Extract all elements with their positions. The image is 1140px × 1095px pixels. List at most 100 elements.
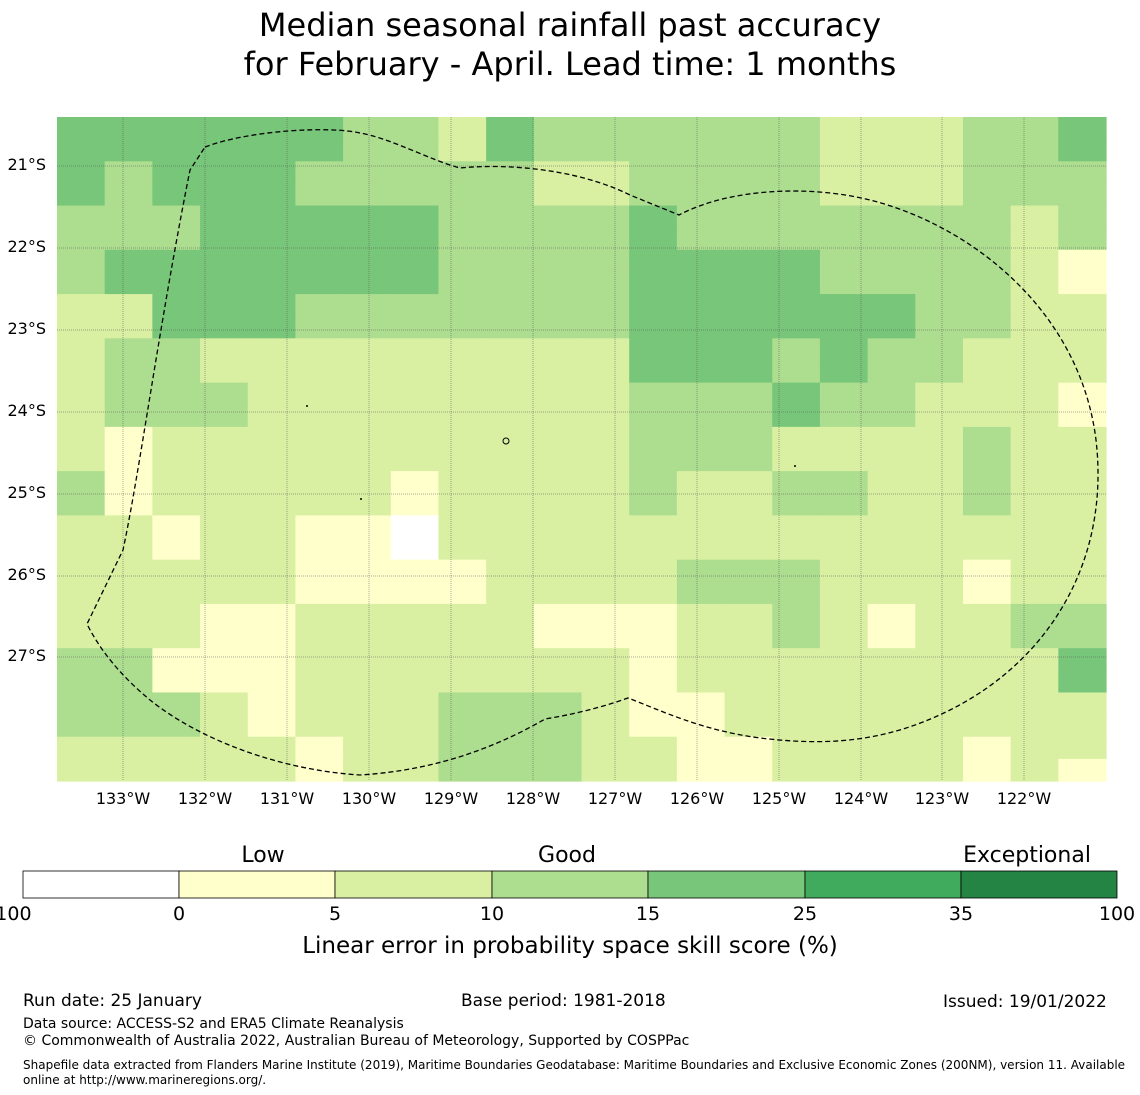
grid-cell	[57, 294, 106, 317]
grid-cell	[247, 404, 297, 428]
grid-cell	[819, 714, 869, 738]
grid-cell	[486, 670, 535, 694]
grid-cell	[676, 648, 726, 671]
lon-label: 126°W	[669, 789, 725, 808]
grid-cell	[486, 249, 535, 273]
grid-cell	[1010, 426, 1059, 450]
lat-label: 24°S	[7, 401, 46, 420]
grid-cell	[1058, 139, 1107, 162]
grid-cell	[819, 559, 869, 583]
grid-cell	[676, 515, 726, 539]
grid-cell	[390, 117, 440, 140]
grid-cell	[915, 758, 964, 782]
grid-cell	[819, 161, 869, 184]
grid-cell	[438, 714, 487, 738]
title-line-2: for February - April. Lead time: 1 month…	[243, 45, 897, 83]
grid-cell	[533, 714, 583, 738]
colorbar-category-good: Good	[538, 843, 596, 868]
grid-cell	[772, 426, 821, 450]
grid-cell	[152, 205, 201, 229]
grid-cell	[438, 117, 487, 140]
grid-cell	[57, 471, 106, 494]
grid-cell	[533, 559, 583, 583]
grid-cell	[772, 581, 821, 605]
grid-cell	[1058, 316, 1107, 339]
grid-cell	[867, 493, 916, 516]
lon-label: 123°W	[914, 789, 970, 808]
grid-cell	[1058, 603, 1107, 627]
grid-cell	[724, 117, 773, 140]
grid-cell	[724, 714, 773, 738]
grid-cell	[247, 758, 297, 782]
grid-cell	[390, 603, 440, 627]
grid-cell	[915, 360, 964, 384]
grid-cell	[867, 537, 916, 561]
grid-cell	[57, 758, 106, 782]
grid-cell	[962, 294, 1012, 317]
grid-cell	[629, 603, 678, 627]
grid-cell	[438, 404, 487, 428]
grid-cell	[772, 493, 821, 516]
grid-cell	[819, 316, 869, 339]
grid-cell	[486, 581, 535, 605]
grid-cell	[390, 736, 440, 760]
colorbar-segment	[804, 870, 962, 899]
grid-cell	[390, 426, 440, 450]
grid-cell	[962, 382, 1012, 406]
grid-cell	[724, 249, 773, 273]
grid-cell	[247, 471, 297, 494]
grid-cell	[819, 603, 869, 627]
grid-cell	[152, 714, 201, 738]
grid-cell	[152, 670, 201, 694]
grid-cell	[104, 338, 153, 362]
grid-cell	[1010, 670, 1059, 694]
grid-cell	[772, 271, 821, 295]
lon-label: 125°W	[751, 789, 807, 808]
grid-cell	[867, 670, 916, 694]
grid-cell	[581, 294, 630, 317]
grid-cell	[390, 360, 440, 384]
grid-cell	[772, 161, 821, 184]
grid-cell	[247, 382, 297, 406]
grid-cell	[915, 626, 964, 649]
grid-cell	[724, 626, 773, 649]
grid-cell	[57, 404, 106, 428]
grid-cell	[486, 404, 535, 428]
grid-cell	[915, 404, 964, 428]
grid-cell	[343, 271, 392, 295]
grid-cell	[247, 338, 297, 362]
grid-cell	[295, 449, 344, 472]
grid-cell	[247, 692, 297, 716]
grid-cell	[390, 758, 440, 782]
grid-cell	[819, 471, 869, 494]
grid-cell	[200, 205, 249, 229]
grid-cell	[1058, 382, 1107, 406]
grid-cell	[629, 249, 678, 273]
grid-cell	[724, 360, 773, 384]
grid-cell	[390, 271, 440, 295]
grid-cell	[343, 537, 392, 561]
grid-cell	[724, 426, 773, 450]
grid-cell	[438, 581, 487, 605]
grid-cell	[486, 626, 535, 649]
grid-cell	[581, 670, 630, 694]
grid-cell	[438, 294, 487, 317]
grid-cell	[57, 227, 106, 251]
grid-cell	[1058, 205, 1107, 229]
grid-cell	[438, 537, 487, 561]
grid-cell	[104, 360, 153, 384]
grid-cell	[581, 559, 630, 583]
grid-cell	[533, 493, 583, 516]
grid-cell	[104, 471, 153, 494]
data-source: Data source: ACCESS-S2 and ERA5 Climate …	[23, 1016, 404, 1032]
grid-cell	[629, 471, 678, 494]
grid-cell	[533, 736, 583, 760]
grid-cell	[819, 758, 869, 782]
grid-cell	[390, 670, 440, 694]
grid-cell	[629, 626, 678, 649]
colorbar-category-exceptional: Exceptional	[963, 843, 1091, 868]
grid-cell	[676, 603, 726, 627]
grid-cell	[486, 648, 535, 671]
grid-cell	[724, 271, 773, 295]
